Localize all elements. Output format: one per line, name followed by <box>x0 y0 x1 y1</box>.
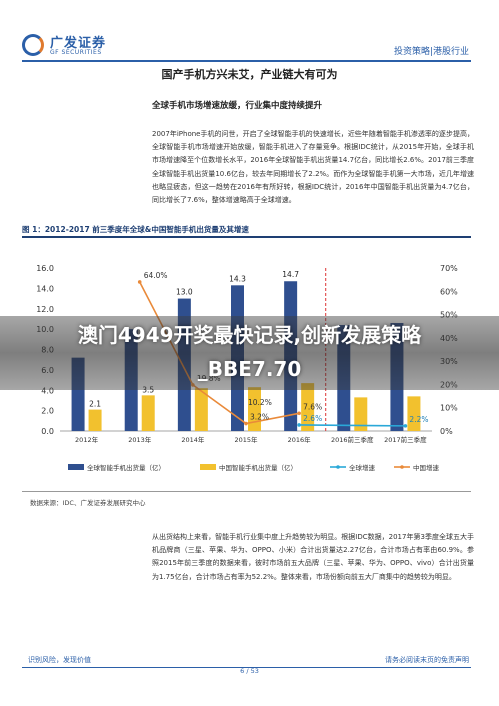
x-tick-label: 2015年 <box>234 435 258 444</box>
logo-icon <box>22 34 44 56</box>
line-data-label: 2.2% <box>409 415 428 424</box>
series-point <box>137 280 142 284</box>
y-right-tick-label: 10% <box>440 404 458 413</box>
bar <box>407 396 421 431</box>
series-line <box>299 424 406 427</box>
legend-label: 全球智能手机出货量（亿） <box>87 463 165 472</box>
line-data-label: 2.6% <box>303 414 322 423</box>
y-left-tick-label: 2.0 <box>41 407 54 416</box>
banner-line-2: _BBE7.70 <box>197 357 302 381</box>
series-point <box>403 424 408 428</box>
series-point <box>244 421 248 426</box>
line-data-label: 7.6% <box>303 402 322 411</box>
series-point <box>297 411 301 416</box>
brand-name-en: GF SECURITIES <box>50 49 102 56</box>
bar <box>88 409 102 431</box>
data-source: 数据来源：IDC、广发证券发展研究中心 <box>30 499 146 507</box>
y-right-tick-label: 50% <box>440 311 458 320</box>
bar <box>141 395 155 431</box>
bar-data-label: 14.7 <box>282 270 299 279</box>
footer-divider <box>22 667 471 668</box>
line-data-label: 3.2% <box>250 413 269 422</box>
annotation-label: 10.2% <box>248 398 272 407</box>
bar <box>194 388 208 431</box>
page-title: 国产手机方兴未艾，产业链大有可为 <box>161 68 338 81</box>
x-tick-label: 2012年 <box>75 435 99 444</box>
legend-marker <box>336 465 340 469</box>
bar-data-label: 13.0 <box>176 288 193 297</box>
y-right-tick-label: 70% <box>440 264 458 273</box>
legend-swatch <box>68 464 84 470</box>
brand-name: 广发证券 <box>50 36 107 51</box>
source-divider <box>22 491 471 492</box>
section-label: 投资策略|港股行业 <box>393 47 469 57</box>
legend-label: 中国智能手机出货量（亿） <box>219 463 297 472</box>
y-left-tick-label: 12.0 <box>36 305 54 314</box>
paragraph-2: 从出货结构上来看，智能手机行业集中度上升趋势较为明显。根据IDC数据，2017年… <box>152 533 474 581</box>
y-right-tick-label: 60% <box>440 287 458 296</box>
y-left-tick-label: 0.0 <box>41 427 54 436</box>
paragraph-1: 2007年iPhone手机的问世，开启了全球智能手机的快速增长，近些年随着智能手… <box>152 130 474 205</box>
page-number: 6 / 53 <box>240 667 259 675</box>
bar-data-label: 2.1 <box>89 400 101 409</box>
figure-title: 图 1：2012-2017 前三季度年全球&中国智能手机出货量及其增速 <box>22 225 249 234</box>
line-data-label: 64.0% <box>144 271 168 280</box>
series-point <box>297 423 301 427</box>
bar-data-label: 14.3 <box>229 274 246 283</box>
banner-line-1: 澳门4949开奖最快记录,创新发展策略 <box>77 323 422 347</box>
brand-logo: 广发证券 GF SECURITIES <box>22 32 142 68</box>
legend-marker <box>400 465 404 469</box>
section-heading: 全球手机市场增速放缓，行业集中度持续提升 <box>152 101 323 111</box>
bar <box>354 397 368 431</box>
y-right-tick-label: 0% <box>440 427 453 436</box>
x-tick-label: 2017前三季度 <box>384 435 427 444</box>
x-tick-label: 2014年 <box>181 435 205 444</box>
legend-label: 全球增速 <box>349 463 376 472</box>
overlay-banner <box>0 316 499 390</box>
legend-label: 中国增速 <box>413 463 440 472</box>
bar <box>301 383 315 431</box>
x-tick-label: 2013年 <box>128 435 152 444</box>
figure-divider <box>22 236 471 238</box>
overlay-banner-text: 澳门4949开奖最快记录,创新发展策略 _BBE7.70 <box>0 318 499 386</box>
header-divider <box>22 60 471 62</box>
footer-disclaimer: 请务必阅读末页的免责声明 <box>385 656 469 664</box>
x-tick-label: 2016前三季度 <box>331 435 374 444</box>
footer-slogan: 识别风险，发现价值 <box>28 656 91 664</box>
y-left-tick-label: 14.0 <box>36 284 54 293</box>
legend-swatch <box>200 464 216 470</box>
y-left-tick-label: 16.0 <box>36 264 54 273</box>
y-left-tick-label: 4.0 <box>41 386 54 395</box>
bar <box>248 387 261 431</box>
x-tick-label: 2016年 <box>288 435 312 444</box>
